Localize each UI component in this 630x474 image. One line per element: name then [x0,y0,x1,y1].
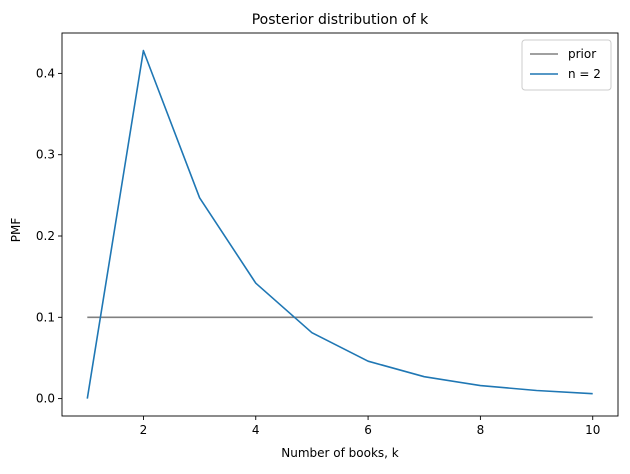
x-tick-label: 8 [477,423,485,437]
x-axis-label: Number of books, k [281,446,399,460]
y-tick-label: 0.4 [36,66,55,80]
y-tick-label: 0.0 [36,392,55,406]
chart-title: Posterior distribution of k [252,12,429,28]
legend: prior n = 2 [521,39,612,91]
x-tick-label: 10 [585,423,600,437]
x-tick-label: 2 [140,423,148,437]
y-axis-label: PMF [9,218,23,243]
plot-area: 2 4 6 8 10 0.0 0.1 0.2 0.3 0.4 [36,32,619,437]
y-tick-label: 0.3 [36,148,55,162]
series-line-2 [86,49,593,399]
x-tick-label: 4 [252,423,260,437]
legend-box [521,39,612,91]
y-tick-label: 0.2 [36,229,55,243]
x-tick-label: 6 [364,423,372,437]
legend-label-2: n = 2 [568,67,601,81]
legend-label-1: prior [568,47,596,61]
y-tick-label: 0.1 [36,310,55,324]
axes-frame [61,32,619,417]
